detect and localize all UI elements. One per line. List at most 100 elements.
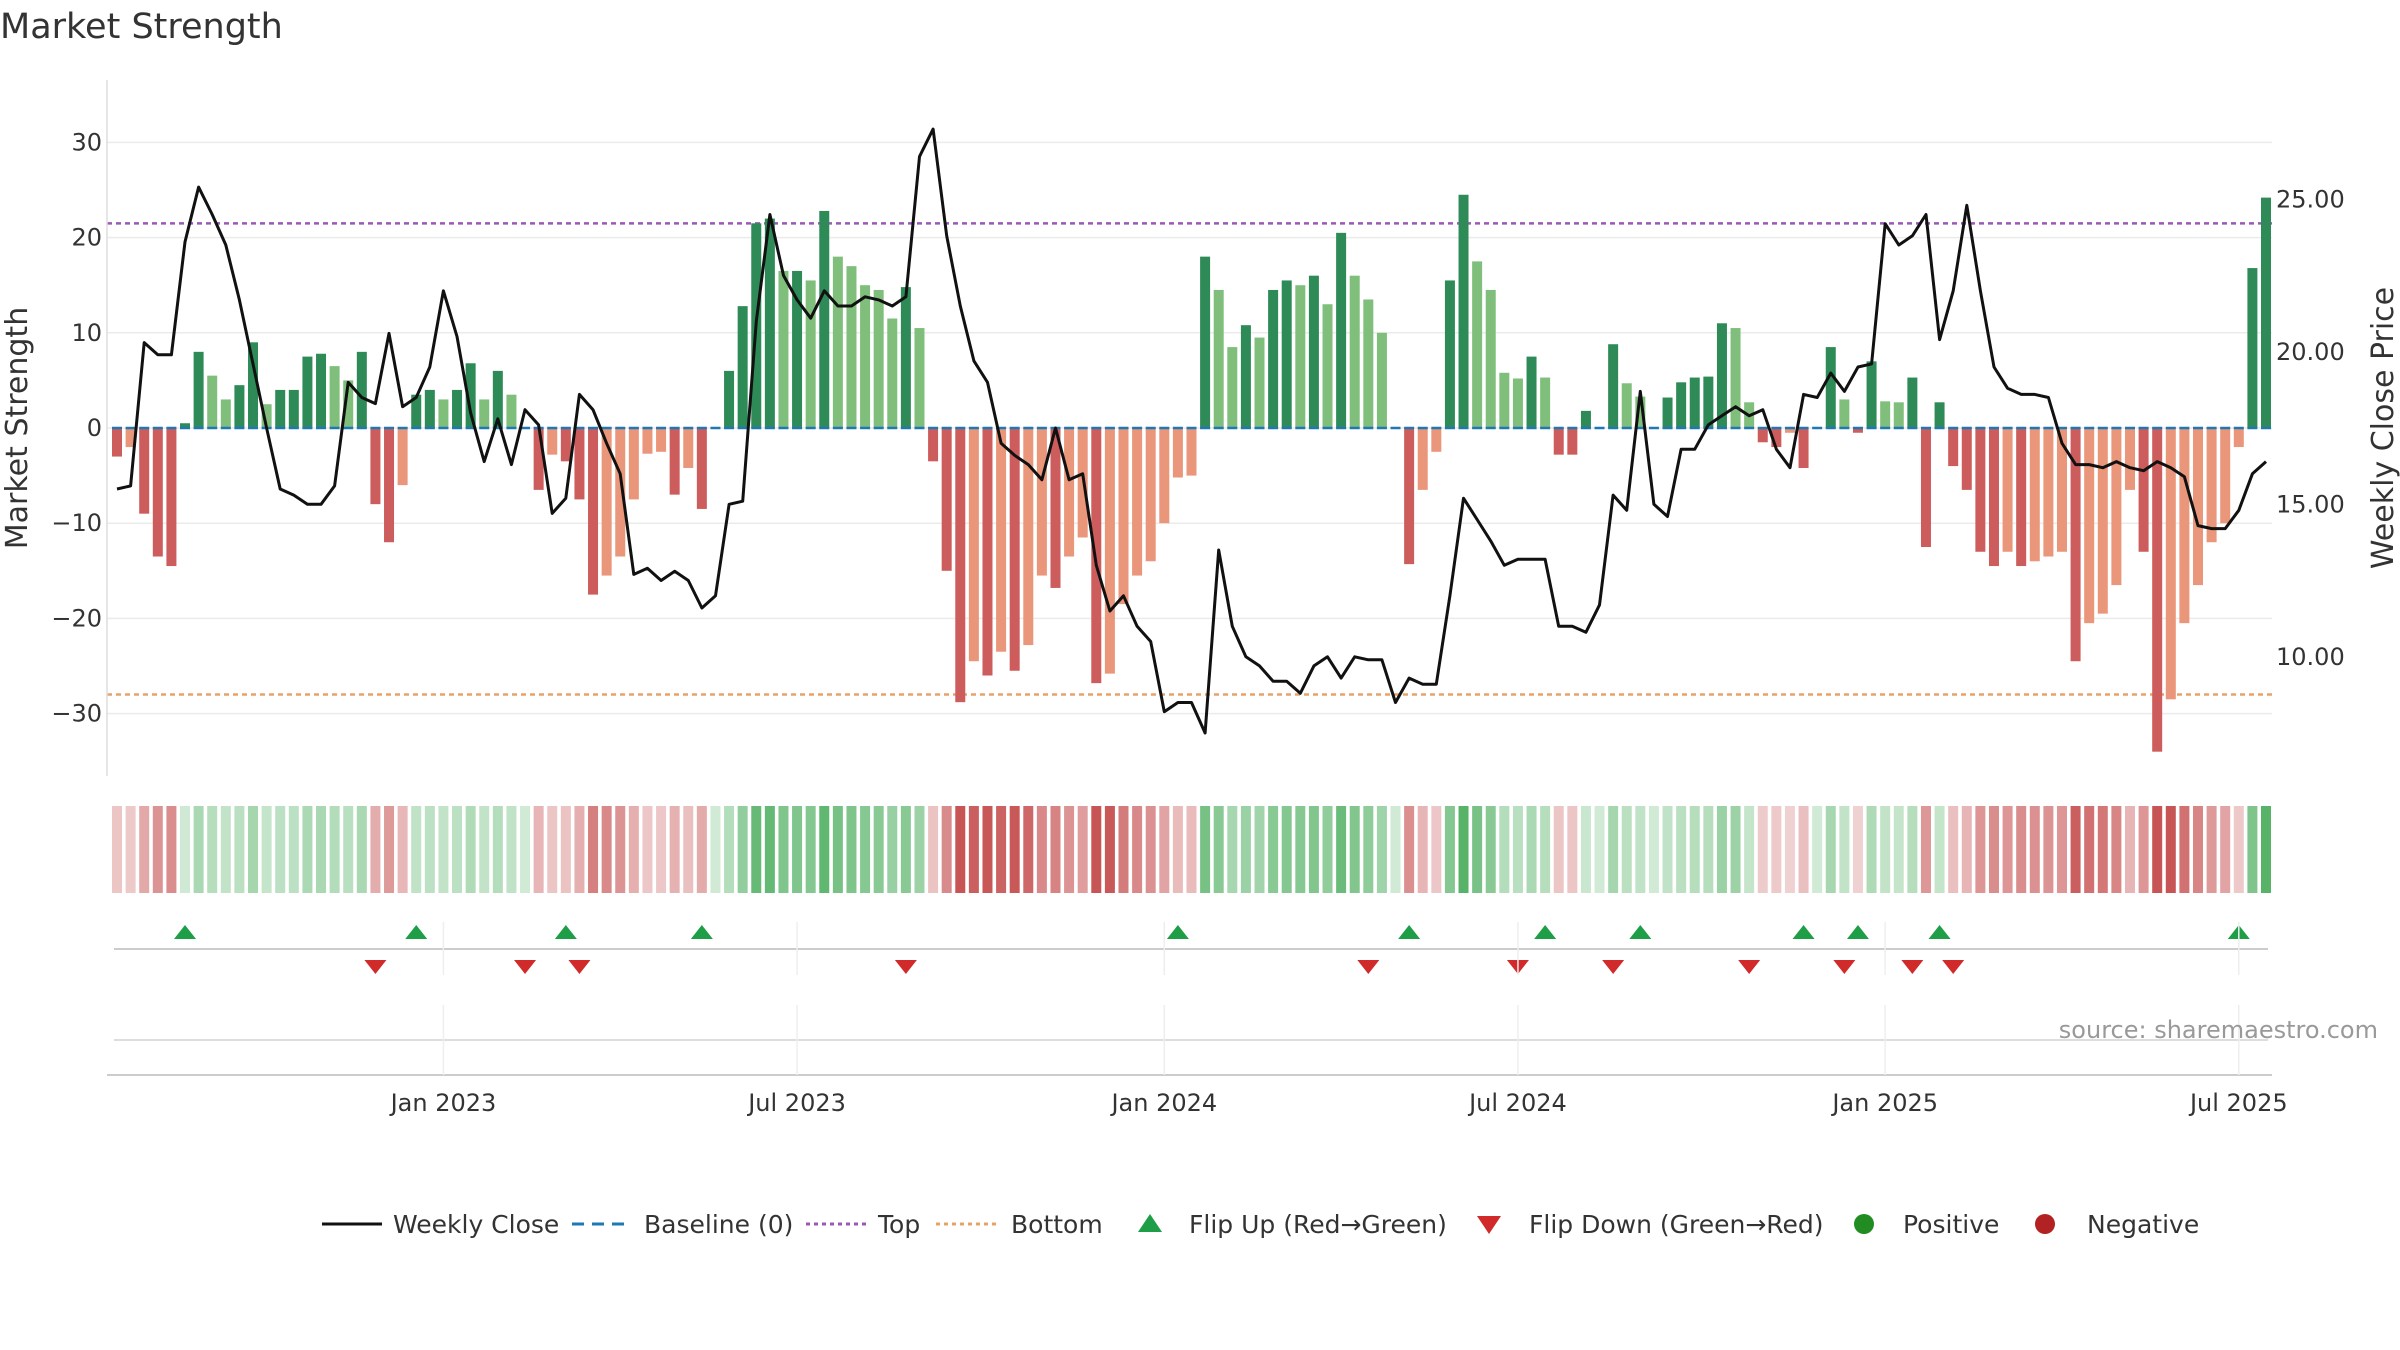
heat-cell (1852, 806, 1863, 893)
y-tick-label: −30 (51, 700, 102, 728)
heat-cell (832, 806, 843, 893)
heat-cell (696, 806, 707, 893)
strength-bar (452, 389, 463, 428)
heat-cell (207, 806, 218, 893)
legend-item: Top (806, 1210, 920, 1239)
y-tick-label: 10 (71, 319, 102, 347)
strength-bar (1988, 428, 1999, 567)
strength-bar (1907, 377, 1918, 428)
heat-cell (329, 806, 340, 893)
strength-heat-strip (112, 806, 2271, 893)
heat-cell (1172, 806, 1183, 893)
strength-bar (1023, 428, 1034, 646)
legend-label: Negative (2087, 1210, 2199, 1239)
weekly-close-series (116, 127, 2268, 735)
heat-cell (152, 806, 163, 893)
heat-cell (1812, 806, 1823, 893)
flip-down-marker (364, 960, 387, 974)
heat-cell (1934, 806, 1945, 893)
heat-cell (1376, 806, 1387, 893)
heat-cell (1635, 806, 1646, 893)
heat-cell (1186, 806, 1197, 893)
heat-cell (560, 806, 571, 893)
strength-bar (139, 428, 150, 514)
legend-label: Baseline (0) (644, 1210, 793, 1239)
legend-label: Weekly Close (393, 1210, 559, 1239)
heat-cell (2084, 806, 2095, 893)
strength-bar (397, 428, 408, 486)
heat-cell (2261, 806, 2271, 893)
heat-cell (1798, 806, 1809, 893)
strength-bar (1240, 325, 1251, 428)
heat-cell (1444, 806, 1455, 893)
heat-cell (1988, 806, 1999, 893)
strength-bar (1444, 280, 1455, 428)
heat-cell (900, 806, 911, 893)
flip-down-marker (1833, 960, 1856, 974)
heat-cell (438, 806, 449, 893)
strength-bar (2056, 428, 2067, 552)
heat-cell (166, 806, 177, 893)
strength-bar (1920, 428, 1931, 547)
legend: Weekly Close Baseline (0) Top Bottom Flip Up… (322, 1210, 2199, 1239)
strength-bar (1635, 396, 1646, 428)
heat-cell (1866, 806, 1877, 893)
heat-cell (1390, 806, 1401, 893)
heat-cell (1023, 806, 1034, 893)
legend-item: Baseline (0) (572, 1210, 793, 1239)
heat-cell (1077, 806, 1088, 893)
strength-bar (1703, 376, 1714, 428)
strength-bar (1458, 194, 1469, 428)
heat-cell (805, 806, 816, 893)
heat-cell (465, 806, 476, 893)
heat-cell (1621, 806, 1632, 893)
strength-bar (1757, 428, 1768, 443)
heat-cell (1213, 806, 1224, 893)
flip-markers (114, 925, 2268, 1041)
strength-bar (656, 428, 667, 452)
legend-item: Weekly Close (322, 1210, 559, 1239)
heat-cell (1472, 806, 1483, 893)
heat-cell (1771, 806, 1782, 893)
heat-cell (1431, 806, 1442, 893)
heat-cell (1064, 806, 1075, 893)
flip-down-marker (1602, 960, 1625, 974)
legend-item: Positive (1854, 1210, 1999, 1239)
strength-bar (955, 428, 966, 703)
strength-bar (805, 280, 816, 428)
heat-cell (1961, 806, 1972, 893)
strength-bar (1961, 428, 1972, 490)
strength-bar (1227, 347, 1238, 428)
heat-cell (2029, 806, 2040, 893)
strength-bar (424, 389, 435, 428)
strength-bar (1417, 428, 1428, 490)
heat-cell (2206, 806, 2217, 893)
strength-bar (2097, 428, 2108, 614)
heat-cell (1268, 806, 1279, 893)
strength-bar (1852, 428, 1863, 433)
strength-bar (1050, 428, 1061, 588)
strength-bar (615, 428, 626, 557)
strength-bar (2206, 428, 2217, 543)
strength-bar (1567, 428, 1578, 455)
strength-bar (819, 210, 830, 428)
heat-cell (1036, 806, 1047, 893)
heat-cell (1145, 806, 1156, 893)
strength-bar (1431, 428, 1442, 452)
heat-cell (941, 806, 952, 893)
heat-cell (724, 806, 735, 893)
heat-cell (1499, 806, 1510, 893)
heat-cell (479, 806, 490, 893)
strength-bar (1825, 347, 1836, 428)
reference-lines (107, 222, 2272, 696)
heat-cell (656, 806, 667, 893)
strength-bar (860, 285, 871, 428)
heat-cell (248, 806, 259, 893)
strength-bar (1118, 428, 1129, 605)
heat-cell (411, 806, 422, 893)
strength-bar (941, 428, 952, 571)
heat-cell (1512, 806, 1523, 893)
strength-bar (737, 306, 748, 428)
heat-cell (1417, 806, 1428, 893)
flip-up-marker (1166, 925, 1189, 939)
